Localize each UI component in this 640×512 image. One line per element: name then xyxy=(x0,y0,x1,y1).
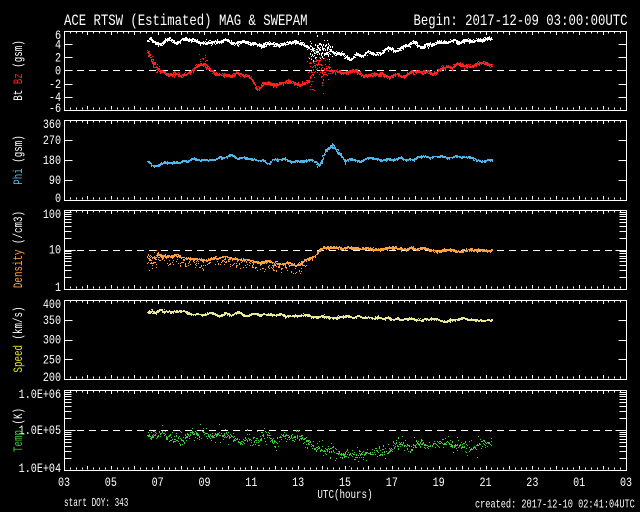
svg-text:17: 17 xyxy=(386,476,398,491)
svg-text:13: 13 xyxy=(292,476,304,491)
svg-text:09: 09 xyxy=(198,476,210,491)
svg-text:300: 300 xyxy=(43,334,61,349)
svg-text:UTC(hours): UTC(hours) xyxy=(317,489,372,502)
svg-text:Temp (K): Temp (K) xyxy=(12,408,27,452)
svg-text:11: 11 xyxy=(245,476,257,491)
svg-text:Density (/cm3): Density (/cm3) xyxy=(12,211,27,288)
svg-text:03: 03 xyxy=(58,476,70,491)
svg-text:03: 03 xyxy=(620,476,632,491)
svg-text:200: 200 xyxy=(43,371,61,386)
svg-text:4: 4 xyxy=(55,38,61,53)
svg-text:400: 400 xyxy=(43,298,61,313)
svg-text:-4: -4 xyxy=(49,91,61,106)
svg-text:0: 0 xyxy=(55,192,61,207)
svg-text:90: 90 xyxy=(49,174,61,189)
svg-text:2: 2 xyxy=(55,51,61,66)
svg-text:created: 2017-12-10 02:41:04UT: created: 2017-12-10 02:41:04UTC xyxy=(475,498,635,512)
svg-text:350: 350 xyxy=(43,314,61,329)
svg-text:start DOY: 343: start DOY: 343 xyxy=(64,496,128,509)
svg-text:-2: -2 xyxy=(49,78,61,93)
svg-text:ACE RTSW (Estimated) MAG & SWE: ACE RTSW (Estimated) MAG & SWEPAM xyxy=(64,13,307,31)
svg-text:07: 07 xyxy=(152,476,164,491)
svg-text:01: 01 xyxy=(573,476,585,491)
svg-text:250: 250 xyxy=(43,353,61,368)
svg-text:15: 15 xyxy=(339,476,351,491)
svg-text:19: 19 xyxy=(433,476,445,491)
svg-text:-6: -6 xyxy=(49,102,61,117)
svg-text:21: 21 xyxy=(479,476,491,491)
svg-text:1.0E+06: 1.0E+06 xyxy=(19,388,61,403)
svg-text:1.0E+04: 1.0E+04 xyxy=(19,462,61,477)
svg-text:6: 6 xyxy=(55,29,61,44)
svg-text:Bt Bz (gsm): Bt Bz (gsm) xyxy=(12,40,27,101)
svg-text:270: 270 xyxy=(43,134,61,149)
svg-text:1.0E+05: 1.0E+05 xyxy=(19,424,61,439)
svg-text:Speed (km/s): Speed (km/s) xyxy=(12,306,27,372)
svg-text:23: 23 xyxy=(526,476,538,491)
svg-text:100: 100 xyxy=(43,208,61,223)
svg-text:10: 10 xyxy=(49,244,61,259)
svg-text:05: 05 xyxy=(105,476,117,491)
svg-text:1: 1 xyxy=(55,281,61,296)
svg-text:Phi (gsm): Phi (gsm) xyxy=(12,135,27,185)
svg-text:Begin: 2017-12-09 03:00:00UTC: Begin: 2017-12-09 03:00:00UTC xyxy=(414,13,628,31)
svg-text:360: 360 xyxy=(43,118,61,133)
svg-text:0: 0 xyxy=(55,65,61,80)
svg-text:180: 180 xyxy=(43,154,61,169)
